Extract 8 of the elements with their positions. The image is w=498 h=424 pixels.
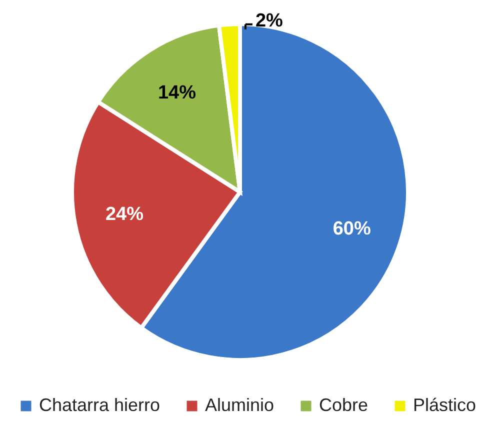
legend-label: Chatarra hierro xyxy=(39,395,160,415)
data-label: 60% xyxy=(332,218,371,240)
legend-label: Plástico xyxy=(413,395,476,415)
data-label: 2% xyxy=(255,10,284,32)
data-label: 24% xyxy=(105,204,144,226)
legend-label: Cobre xyxy=(319,395,368,415)
data-label: 14% xyxy=(158,82,196,104)
legend-label: Aluminio xyxy=(205,395,274,415)
